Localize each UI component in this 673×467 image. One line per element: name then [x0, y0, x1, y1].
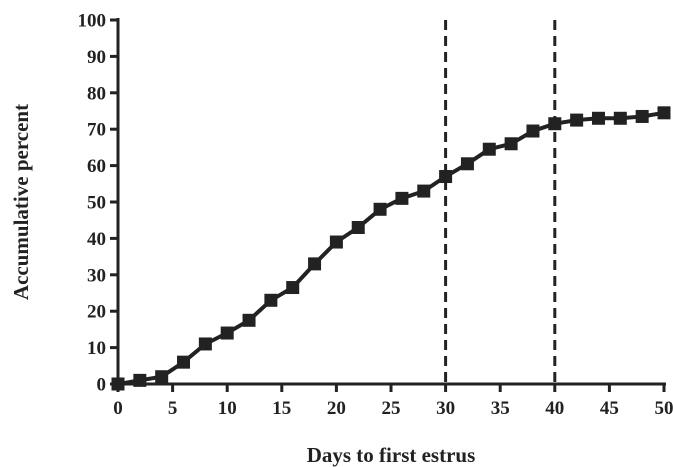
data-point [220, 326, 234, 340]
data-point [133, 373, 147, 387]
y-tick-label: 70 [87, 120, 106, 141]
data-point [526, 124, 540, 138]
series-group [111, 106, 671, 391]
data-point [395, 191, 409, 205]
data-point [111, 377, 125, 391]
y-tick-label: 0 [97, 375, 107, 396]
data-point [504, 137, 518, 151]
data-point [635, 109, 649, 123]
x-tick-label: 15 [272, 398, 291, 419]
data-point [439, 170, 453, 184]
x-tick-label: 50 [655, 398, 673, 419]
y-tick-label: 100 [78, 11, 107, 32]
y-tick-label: 10 [87, 338, 106, 359]
x-tick-label: 40 [545, 398, 564, 419]
data-point [570, 113, 584, 127]
data-point [308, 257, 322, 271]
x-tick-label: 10 [218, 398, 237, 419]
x-tick-label: 30 [436, 398, 455, 419]
reference-lines [444, 20, 557, 384]
x-tick-label: 35 [491, 398, 510, 419]
data-point [548, 117, 562, 131]
y-tick-label: 20 [87, 302, 106, 323]
data-point [591, 111, 605, 125]
data-point [482, 142, 496, 156]
y-tick-label: 90 [87, 47, 106, 68]
data-point [613, 111, 627, 125]
data-point [373, 202, 387, 216]
data-point [286, 281, 300, 295]
data-point [351, 220, 365, 234]
x-tick-label: 45 [600, 398, 619, 419]
y-tick-label: 30 [87, 265, 106, 286]
data-point [329, 235, 343, 249]
x-tick-label: 20 [327, 398, 346, 419]
data-point [242, 313, 256, 327]
y-tick-label: 80 [87, 83, 106, 104]
data-point [198, 337, 212, 351]
x-tick-label: 5 [168, 398, 178, 419]
x-tick-label: 25 [382, 398, 401, 419]
data-point [264, 293, 278, 307]
x-axis-title: Days to first estrus [307, 443, 476, 467]
data-point [417, 184, 431, 198]
data-point [155, 370, 169, 384]
data-point [177, 355, 191, 369]
y-axis-title: Accumulative percent [9, 104, 33, 300]
y-tick-label: 60 [87, 156, 106, 177]
y-tick-label: 50 [87, 193, 106, 214]
data-point [657, 106, 671, 120]
x-axis-ticks: 0 5 10 15 20 25 30 35 40 45 50 [113, 384, 673, 419]
y-axis-ticks: 0 10 20 30 40 50 60 70 80 90 100 [78, 11, 118, 396]
y-tick-label: 40 [87, 229, 106, 250]
x-tick-label: 0 [113, 398, 123, 419]
data-point [460, 157, 474, 171]
